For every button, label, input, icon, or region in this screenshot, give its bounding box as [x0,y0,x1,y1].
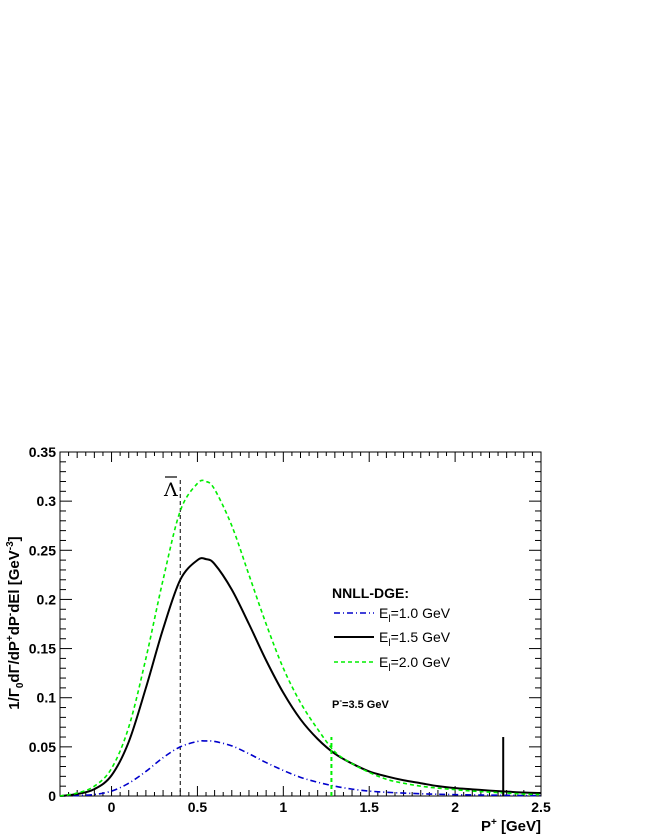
lambda-bar-label-group: Λ [163,476,178,501]
series-line-1 [59,740,542,797]
legend-entry-2: El=1.5 GeV [379,629,451,649]
y-tick-label: 0.1 [37,690,57,706]
y-tick-label: 0.3 [37,493,57,509]
legend-entry-3: El=2.0 GeV [379,654,451,674]
y-tick-label: 0.25 [29,542,56,558]
y-tick-label: 0.15 [29,641,56,657]
legend-entry-1: El=1.0 GeV [379,605,451,625]
series-line-2 [59,557,542,797]
p-minus-annotation: P-=3.5 GeV [332,696,389,711]
y-tick-label: 0.05 [29,739,56,755]
x-tick-label: 1.5 [359,799,379,815]
y-axis-title-group: 1/Γ0dΓ/dP+dP-dEl [GeV-3] [5,536,26,709]
x-tick-label: 2.5 [531,799,551,815]
y-tick-label: 0.2 [37,591,57,607]
lambda-bar-label: Λ [163,479,178,501]
axis-ticks [59,451,542,797]
series-group [59,479,542,797]
y-tick-label: 0 [48,788,56,804]
endpoint-markers [330,737,505,796]
x-tick-label: 1 [279,799,287,815]
x-axis-title: P+ [GeV] [481,817,541,835]
x-tick-label: 2 [451,799,459,815]
legend-title: NNLL-DGE: [332,585,409,601]
x-tick-label: 0 [108,799,116,815]
legend: NNLL-DGE: El=1.0 GeV El=1.5 GeV El=2.0 G… [332,585,451,674]
y-tick-label: 0.35 [29,444,56,460]
tick-labels: 0 0.5 1 1.5 2 2.5 0 0.05 0.1 0.15 0.2 0.25 0.3 0.35 [29,444,551,815]
series-line-3 [59,479,542,797]
x-tick-label: 0.5 [188,799,208,815]
y-axis-title: 1/Γ0dΓ/dP+dP-dEl [GeV-3] [5,536,26,709]
